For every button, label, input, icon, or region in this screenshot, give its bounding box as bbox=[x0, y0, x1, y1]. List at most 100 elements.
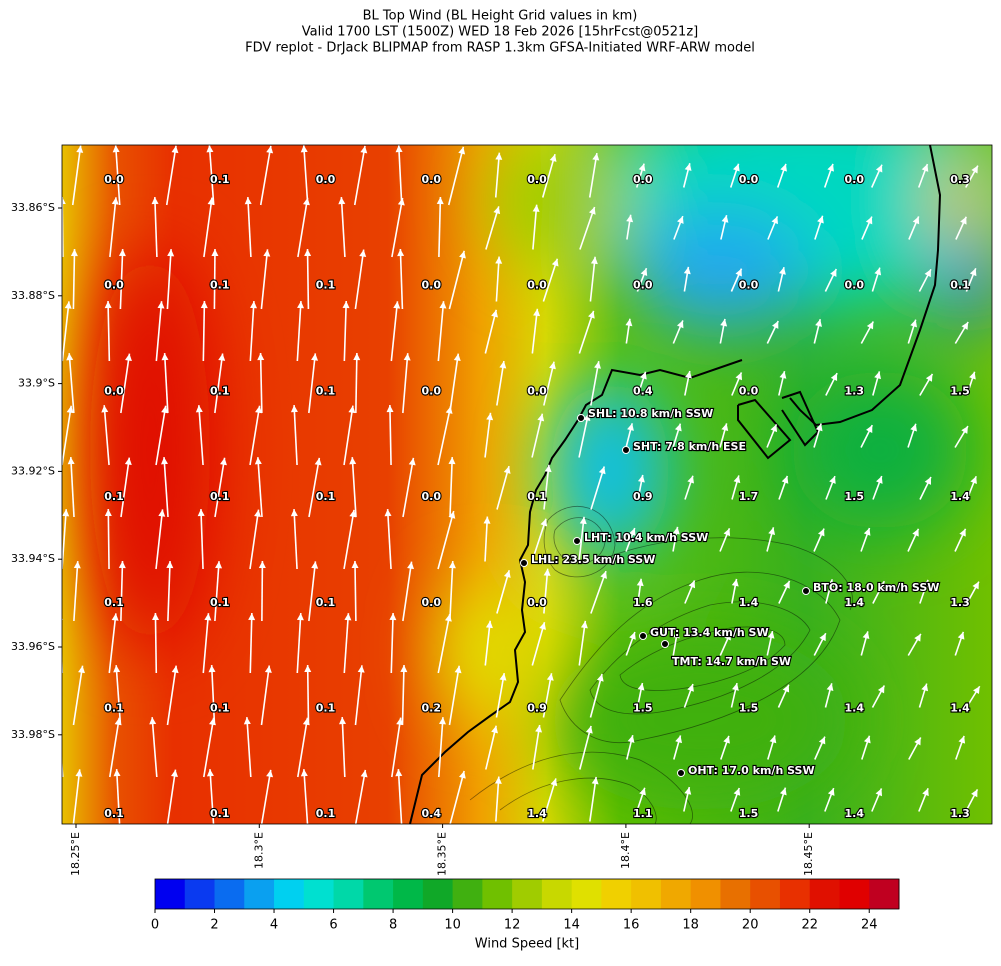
wind-arrow bbox=[531, 621, 546, 666]
wind-arrow-head bbox=[483, 516, 491, 524]
wind-arrow bbox=[390, 613, 394, 674]
wind-arrow bbox=[209, 769, 215, 824]
wind-arrow bbox=[402, 561, 413, 622]
wind-arrow-head bbox=[637, 474, 645, 483]
grid-value: 0.0 bbox=[739, 173, 759, 186]
wind-arrow-head bbox=[684, 163, 692, 171]
wind-arrow-head bbox=[351, 561, 359, 569]
station-label: OHT: 17.0 km/h SSW bbox=[688, 764, 815, 777]
wind-arrow-head bbox=[403, 353, 411, 361]
wind-arrow-head bbox=[687, 683, 694, 692]
lat-tick-label: 33.98°S bbox=[11, 728, 55, 741]
wind-arrow bbox=[213, 248, 216, 310]
wind-arrow-head bbox=[683, 266, 691, 275]
wind-arrow bbox=[354, 769, 367, 824]
wind-arrow-head bbox=[436, 197, 444, 205]
wind-arrow bbox=[165, 145, 177, 206]
wind-arrow bbox=[163, 353, 169, 414]
wind-arrow-head bbox=[254, 457, 262, 465]
wind-arrow-head bbox=[200, 301, 208, 309]
wind-arrow bbox=[71, 145, 82, 206]
wind-arrow-head bbox=[499, 361, 507, 369]
station-marker bbox=[520, 559, 528, 567]
wind-arrow-head bbox=[922, 579, 930, 588]
wind-arrow-head bbox=[311, 561, 319, 569]
wind-arrow-head bbox=[348, 405, 356, 414]
wind-arrow-head bbox=[925, 373, 933, 382]
colorbar-swatch bbox=[690, 879, 721, 909]
wind-arrow bbox=[402, 353, 409, 414]
grid-value: 0.1 bbox=[104, 702, 124, 715]
wind-arrow bbox=[155, 405, 167, 466]
wind-arrow-head bbox=[158, 509, 166, 517]
wind-arrow-head bbox=[914, 737, 921, 746]
wind-arrow bbox=[354, 665, 363, 726]
wind-arrow-head bbox=[594, 361, 601, 369]
wind-arrow bbox=[590, 466, 606, 510]
wind-arrow-head bbox=[112, 145, 120, 153]
wind-arrow-head bbox=[503, 466, 511, 474]
wind-arrow-head bbox=[721, 423, 729, 432]
wind-arrow-head bbox=[912, 216, 920, 225]
wind-arrow-head bbox=[543, 568, 551, 576]
wind-arrow bbox=[390, 301, 399, 362]
wind-arrow bbox=[496, 570, 510, 614]
wind-arrow-head bbox=[338, 197, 346, 205]
wind-arrow-head bbox=[969, 268, 977, 277]
wind-arrow bbox=[343, 405, 354, 466]
wind-arrow-head bbox=[684, 787, 692, 795]
wind-arrow bbox=[257, 457, 263, 518]
wind-arrow bbox=[589, 256, 596, 302]
colorbar-swatch bbox=[571, 879, 602, 909]
wind-arrow-head bbox=[244, 197, 252, 205]
wind-arrow-head bbox=[723, 528, 731, 537]
grid-value: 0.0 bbox=[104, 384, 124, 397]
grid-value: 0.0 bbox=[527, 384, 547, 397]
wind-arrow bbox=[391, 197, 404, 258]
wind-arrow-head bbox=[958, 735, 966, 744]
wind-arrow-head bbox=[266, 145, 274, 154]
wind-arrow-head bbox=[588, 206, 596, 215]
title-line: Valid 1700 LST (1500Z) WED 18 Feb 2026 [… bbox=[302, 25, 698, 40]
wind-arrow-head bbox=[961, 426, 968, 434]
wind-arrow bbox=[542, 778, 557, 822]
wind-arrow-head bbox=[819, 633, 826, 642]
wind-arrow bbox=[484, 309, 498, 354]
wind-arrow-head bbox=[453, 353, 461, 362]
wind-arrow-head bbox=[865, 216, 873, 225]
wind-arrow bbox=[259, 145, 272, 206]
wind-arrow-head bbox=[151, 197, 159, 205]
wind-arrow-head bbox=[104, 301, 112, 309]
wind-arrow-head bbox=[248, 613, 256, 621]
wind-arrow-head bbox=[875, 788, 883, 797]
harbour bbox=[737, 398, 792, 460]
wind-arrow-head bbox=[64, 301, 72, 309]
wind-arrow bbox=[120, 353, 131, 414]
wind-arrow bbox=[485, 206, 500, 250]
colorbar-swatch bbox=[422, 879, 454, 909]
wind-arrow-head bbox=[961, 322, 969, 330]
wind-arrow-head bbox=[672, 526, 680, 535]
wind-arrow bbox=[120, 457, 131, 518]
wind-arrow-head bbox=[782, 684, 790, 693]
colorbar-swatch bbox=[303, 879, 335, 909]
wind-arrow-head bbox=[877, 685, 885, 694]
colorbar-swatch bbox=[155, 879, 186, 909]
wind-arrow-head bbox=[197, 509, 205, 517]
wind-arrow-head bbox=[970, 476, 977, 485]
wind-arrow-head bbox=[592, 153, 600, 161]
colorbar-swatch bbox=[512, 879, 543, 909]
wind-arrow bbox=[495, 776, 500, 822]
wind-arrow-head bbox=[78, 665, 85, 674]
wind-arrow bbox=[341, 717, 346, 778]
wind-arrow-head bbox=[677, 216, 684, 224]
colorbar-swatch bbox=[631, 879, 662, 909]
grid-value: 1.5 bbox=[633, 702, 653, 715]
colorbar-swatch bbox=[839, 879, 870, 909]
wind-arrow-head bbox=[491, 309, 498, 318]
wind-arrow-head bbox=[448, 457, 456, 465]
lat-tick-label: 33.88°S bbox=[11, 289, 55, 302]
wind-arrow-head bbox=[258, 561, 266, 569]
wind-arrow bbox=[542, 258, 559, 302]
wind-arrow bbox=[578, 620, 587, 666]
